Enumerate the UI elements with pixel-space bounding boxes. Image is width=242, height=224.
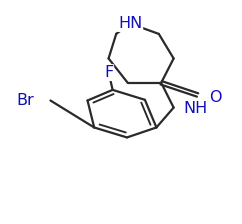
Text: F: F xyxy=(104,65,113,80)
Text: O: O xyxy=(210,90,222,105)
Text: Br: Br xyxy=(16,93,34,108)
Text: NH: NH xyxy=(183,101,207,116)
Text: HN: HN xyxy=(118,16,142,31)
